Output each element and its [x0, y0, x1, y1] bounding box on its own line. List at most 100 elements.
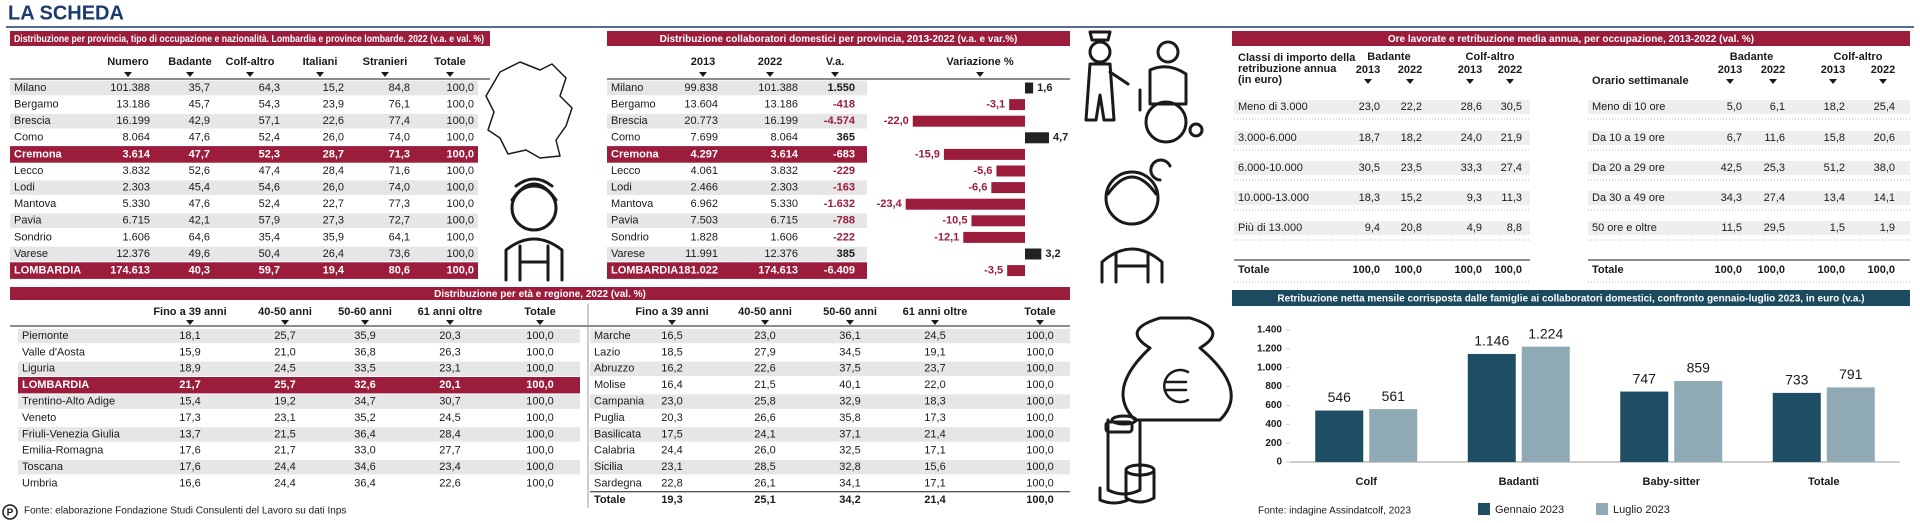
cell: 45,7: [189, 99, 210, 111]
x-tick-label: Colf: [1356, 476, 1378, 488]
cell: 57,9: [259, 215, 280, 227]
highlight-row: [10, 146, 478, 163]
cell: 64,3: [259, 82, 280, 94]
cell: 100,0: [446, 99, 474, 111]
cell: -229: [833, 165, 855, 177]
variation-bar: [1007, 265, 1025, 277]
sort-arrow: [1466, 79, 1474, 84]
year-header: 2022: [1761, 64, 1785, 76]
row-label: Da 10 a 19 ore: [1592, 132, 1665, 144]
cell: 23,5: [1401, 162, 1422, 174]
row-stripe: [607, 180, 867, 195]
cell: 64,6: [189, 231, 210, 243]
year-header: 2022: [1871, 64, 1895, 76]
sort-arrow: [186, 320, 194, 325]
row-stripe: [1234, 191, 1530, 205]
cell: 100,0: [446, 165, 474, 177]
column-header: Totale: [434, 56, 466, 68]
y-tick-label: 600: [1265, 400, 1282, 411]
section-title-bar: [1232, 31, 1910, 46]
cell: 11,5: [1721, 222, 1742, 234]
cell: 7.503: [690, 215, 718, 227]
cell: 6.962: [690, 198, 718, 210]
row-stripe: [18, 427, 580, 442]
variation-label: 3,2: [1045, 248, 1060, 260]
cell: 24,5: [924, 330, 945, 342]
row-stripe: [1234, 100, 1530, 114]
cell: 18,3: [1359, 192, 1380, 204]
row-label: Calabria: [594, 445, 636, 457]
section-title: Distribuzione per provincia, tipo di occ…: [14, 34, 484, 45]
cell: -6.409: [824, 265, 855, 277]
cell: 100,0: [1867, 264, 1895, 276]
cell: 26,6: [754, 412, 775, 424]
cell: 52,4: [259, 132, 280, 144]
cell: 13,4: [1824, 192, 1845, 204]
cell: 25,7: [274, 379, 295, 391]
variation-bar: [905, 198, 1025, 210]
row-stripe: [1234, 221, 1530, 235]
x-tick-label: Badanti: [1499, 476, 1539, 488]
cell: 20,8: [1401, 222, 1422, 234]
row-label: LOMBARDIA: [611, 265, 678, 277]
cell: 18,1: [179, 330, 200, 342]
cell: 20,6: [1874, 132, 1895, 144]
variation-bar: [1009, 99, 1025, 111]
row-label: Friuli-Venezia Giulia: [22, 428, 121, 440]
cell: 365: [837, 132, 855, 144]
cell: 29,5: [1764, 222, 1785, 234]
subtable-heading: retribuzione annua: [1238, 63, 1337, 75]
cell: 34,2: [839, 494, 860, 506]
row-label: Totale: [594, 494, 626, 506]
row-label: Totale: [1592, 264, 1624, 276]
cell: 76,1: [389, 99, 410, 111]
year-header: 2013: [1356, 64, 1380, 76]
column-header: Badante: [168, 56, 211, 68]
column-header: Totale: [524, 306, 556, 318]
cell: 1.606: [770, 231, 798, 243]
y-tick-label: 1.200: [1257, 343, 1282, 354]
row-label: Toscana: [22, 461, 64, 473]
cell: 1.828: [690, 231, 718, 243]
sort-arrow: [1036, 320, 1044, 325]
cell: 100,0: [1494, 264, 1522, 276]
row-label: Molise: [594, 379, 626, 391]
cell: 174.613: [110, 265, 150, 277]
cell: 4.061: [690, 165, 718, 177]
variation-label: 1,6: [1037, 82, 1052, 94]
sort-arrow: [831, 72, 839, 77]
column-header: Numero: [107, 56, 149, 68]
row-label: Abruzzo: [594, 363, 634, 375]
column-header: 61 anni oltre: [903, 306, 968, 318]
cell: 15,9: [179, 346, 200, 358]
cell: 30,5: [1359, 162, 1380, 174]
row-label: 3.000-6.000: [1238, 132, 1297, 144]
bar: [1826, 387, 1875, 462]
cell: 34,1: [839, 478, 860, 490]
year-header: 2013: [1458, 64, 1482, 76]
value-label: 747: [1633, 370, 1657, 386]
variation-bar: [963, 231, 1025, 243]
cell: 16,5: [661, 330, 682, 342]
chart-source: Fonte: indagine Assindatcolf, 2023: [1258, 506, 1411, 517]
cell: 100,0: [1026, 363, 1054, 375]
variation-label: -5,6: [973, 165, 992, 177]
cell: 18,7: [1359, 132, 1380, 144]
row-label: Cremona: [14, 148, 63, 160]
cell: 35,9: [323, 231, 344, 243]
cell: 23,4: [439, 461, 460, 473]
cell: 100,0: [1026, 478, 1054, 490]
cell: 22,6: [323, 115, 344, 127]
cell: 73,6: [389, 248, 410, 260]
cell: 77,4: [389, 115, 410, 127]
cell: 3.832: [770, 165, 798, 177]
row-label: Da 30 a 49 ore: [1592, 192, 1665, 204]
cell: 8,8: [1507, 222, 1522, 234]
y-tick-label: 0: [1276, 457, 1282, 468]
section-title: Distribuzione collaboratori domestici pe…: [660, 34, 1018, 45]
cell: 35,9: [354, 330, 375, 342]
cell: 11.991: [685, 248, 718, 260]
cell: 47,7: [189, 148, 210, 160]
cell: 35,2: [354, 412, 375, 424]
column-header: 61 anni oltre: [418, 306, 483, 318]
